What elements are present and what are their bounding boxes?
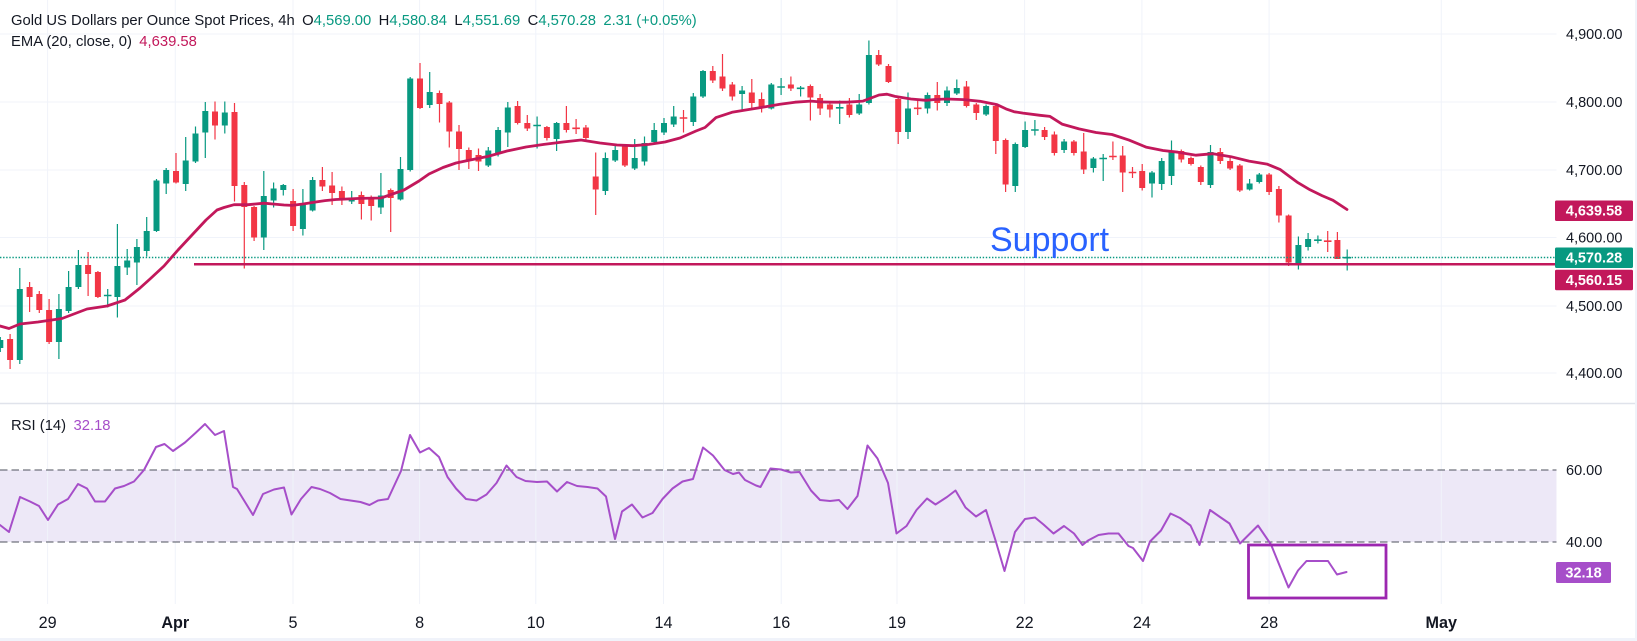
svg-text:Support: Support: [990, 221, 1110, 259]
svg-text:19: 19: [888, 614, 906, 632]
svg-text:May: May: [1426, 614, 1458, 632]
svg-text:32.18: 32.18: [1565, 566, 1601, 582]
svg-text:Apr: Apr: [161, 614, 190, 632]
svg-text:24: 24: [1133, 614, 1151, 632]
svg-text:Gold US Dollars per Ounce Spot: Gold US Dollars per Ounce Spot Prices, 4…: [11, 13, 697, 29]
svg-text:RSI (14) 32.18: RSI (14) 32.18: [11, 418, 111, 434]
svg-text:29: 29: [39, 614, 57, 632]
svg-text:40.00: 40.00: [1566, 535, 1602, 551]
svg-text:28: 28: [1260, 614, 1278, 632]
svg-text:5: 5: [288, 614, 297, 632]
svg-text:4,570.28: 4,570.28: [1566, 251, 1622, 267]
svg-text:4,900.00: 4,900.00: [1566, 27, 1622, 43]
svg-text:4,560.15: 4,560.15: [1566, 273, 1622, 289]
svg-text:4,700.00: 4,700.00: [1566, 163, 1622, 179]
svg-text:14: 14: [654, 614, 672, 632]
svg-text:16: 16: [772, 614, 790, 632]
svg-text:4,400.00: 4,400.00: [1566, 366, 1622, 382]
svg-text:4,639.58: 4,639.58: [1566, 204, 1622, 220]
svg-text:4,500.00: 4,500.00: [1566, 299, 1622, 315]
svg-text:60.00: 60.00: [1566, 463, 1602, 479]
svg-text:10: 10: [527, 614, 545, 632]
svg-text:4,800.00: 4,800.00: [1566, 95, 1622, 111]
svg-text:EMA (20, close, 0) 4,639.58: EMA (20, close, 0) 4,639.58: [11, 34, 197, 50]
svg-text:22: 22: [1016, 614, 1034, 632]
svg-text:8: 8: [415, 614, 424, 632]
svg-text:4,600.00: 4,600.00: [1566, 231, 1622, 247]
